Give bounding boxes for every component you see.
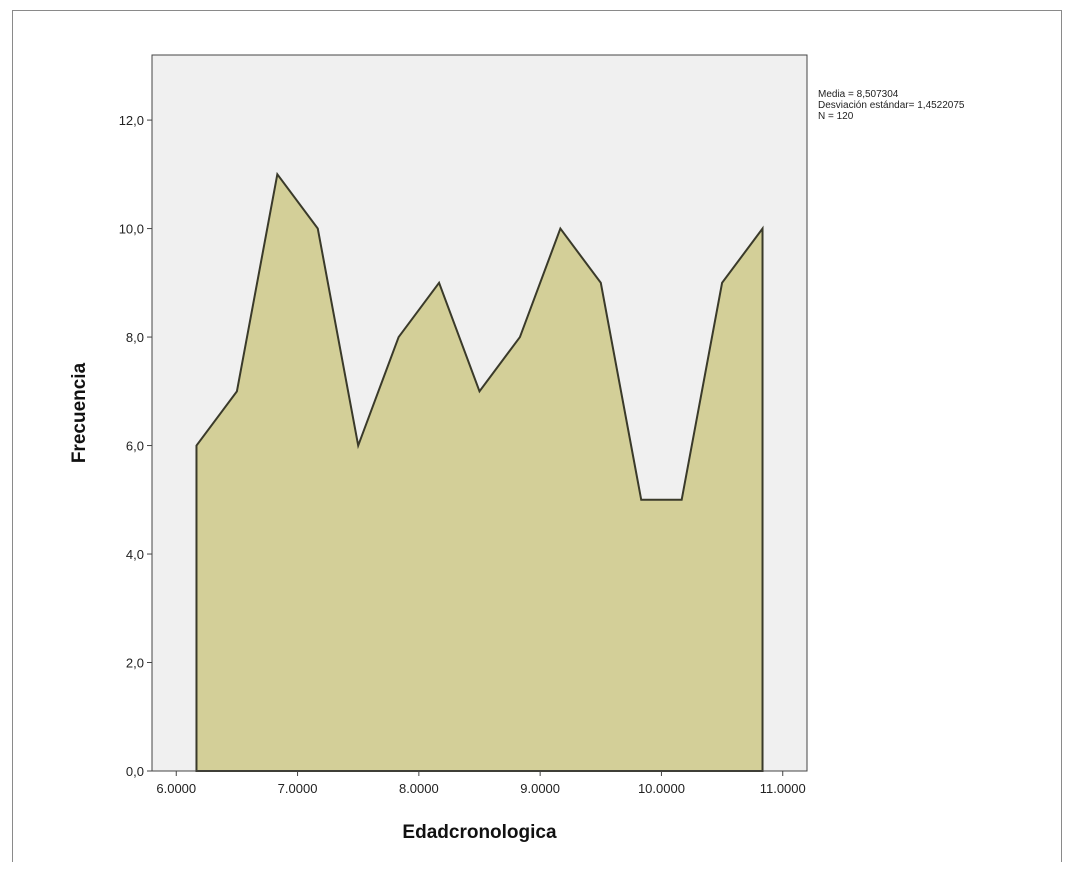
- x-tick-label: 11.0000: [760, 781, 806, 796]
- x-tick-label: 10.0000: [638, 781, 685, 796]
- stats-n: N = 120: [818, 111, 854, 122]
- x-axis-title: Edadcronologica: [402, 822, 557, 843]
- y-axis-title: Frecuencia: [69, 362, 90, 463]
- frequency-area: [195, 171, 764, 772]
- statistics-annotation: Media = 8,507304 Desviación estándar= 1,…: [818, 89, 965, 122]
- y-tick-label: 0,0: [126, 764, 144, 779]
- y-tick-label: 6,0: [126, 439, 144, 454]
- x-tick-label: 7.0000: [278, 781, 318, 796]
- x-tick-label: 8.0000: [399, 781, 439, 796]
- x-tick-label: 6.0000: [156, 781, 196, 796]
- y-tick-label: 12,0: [119, 113, 144, 128]
- figure-frame: [12, 10, 1062, 862]
- y-tick-label: 10,0: [119, 222, 144, 237]
- y-tick-label: 8,0: [126, 330, 144, 345]
- y-tick-label: 4,0: [126, 547, 144, 562]
- stats-mean: Media = 8,507304: [818, 89, 899, 100]
- stats-std-dev: Desviación estándar= 1,4522075: [818, 100, 965, 111]
- y-tick-label: 2,0: [126, 656, 144, 671]
- x-tick-label: 9.0000: [520, 781, 560, 796]
